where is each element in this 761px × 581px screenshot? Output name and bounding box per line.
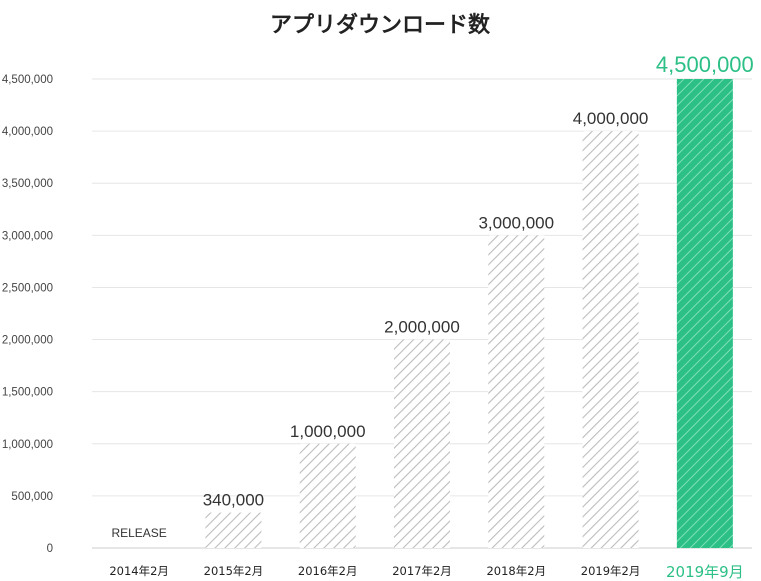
y-tick-label: 1,000,000	[2, 439, 53, 451]
chart-title: アプリダウンロード数	[270, 12, 491, 38]
bar-2019-9	[676, 79, 733, 548]
data-label: 4,000,000	[573, 109, 649, 128]
data-label: 3,000,000	[478, 213, 554, 232]
y-tick-label: 2,000,000	[2, 335, 53, 347]
bars	[205, 79, 733, 549]
y-tick-label: 1,500,000	[2, 387, 53, 399]
y-tick-label: 4,000,000	[2, 126, 53, 138]
y-axis-tick-labels: 0 500,000 1,000,000 1,500,000 2,000,000 2,500…	[2, 74, 53, 555]
bar-2017-2	[394, 339, 450, 548]
y-tick-label: 500,000	[11, 491, 53, 503]
x-tick-label: 2014年2月	[109, 564, 169, 578]
x-tick-label: 2019年9月	[666, 563, 744, 581]
x-tick-label: 2018年2月	[486, 564, 546, 578]
x-axis-tick-labels: 2014年2月 2015年2月 2016年2月 2017年2月 2018年2月 2019年…	[109, 563, 743, 581]
y-tick-label: 4,500,000	[2, 74, 53, 86]
y-tick-label: 3,500,000	[2, 178, 53, 190]
data-label: 4,500,000	[656, 52, 754, 77]
bar-2015-2	[205, 512, 262, 548]
x-tick-label: 2016年2月	[298, 564, 358, 578]
data-labels: 340,000 1,000,000 2,000,000 3,000,000 4,000,…	[111, 52, 753, 540]
x-tick-label: 2017年2月	[392, 564, 452, 578]
data-label: 1,000,000	[290, 422, 366, 441]
y-tick-label: 0	[47, 543, 53, 555]
bar-2019-2	[582, 131, 639, 548]
data-label: 340,000	[203, 491, 264, 510]
y-tick-label: 3,000,000	[2, 230, 53, 242]
data-label: 2,000,000	[384, 318, 460, 337]
bar-2016-2	[299, 443, 356, 548]
release-annotation: RELEASE	[111, 526, 166, 540]
bar-2018-2	[488, 235, 545, 549]
x-tick-label: 2019年2月	[581, 564, 641, 578]
y-tick-label: 2,500,000	[2, 282, 53, 294]
x-tick-label: 2015年2月	[204, 564, 264, 578]
